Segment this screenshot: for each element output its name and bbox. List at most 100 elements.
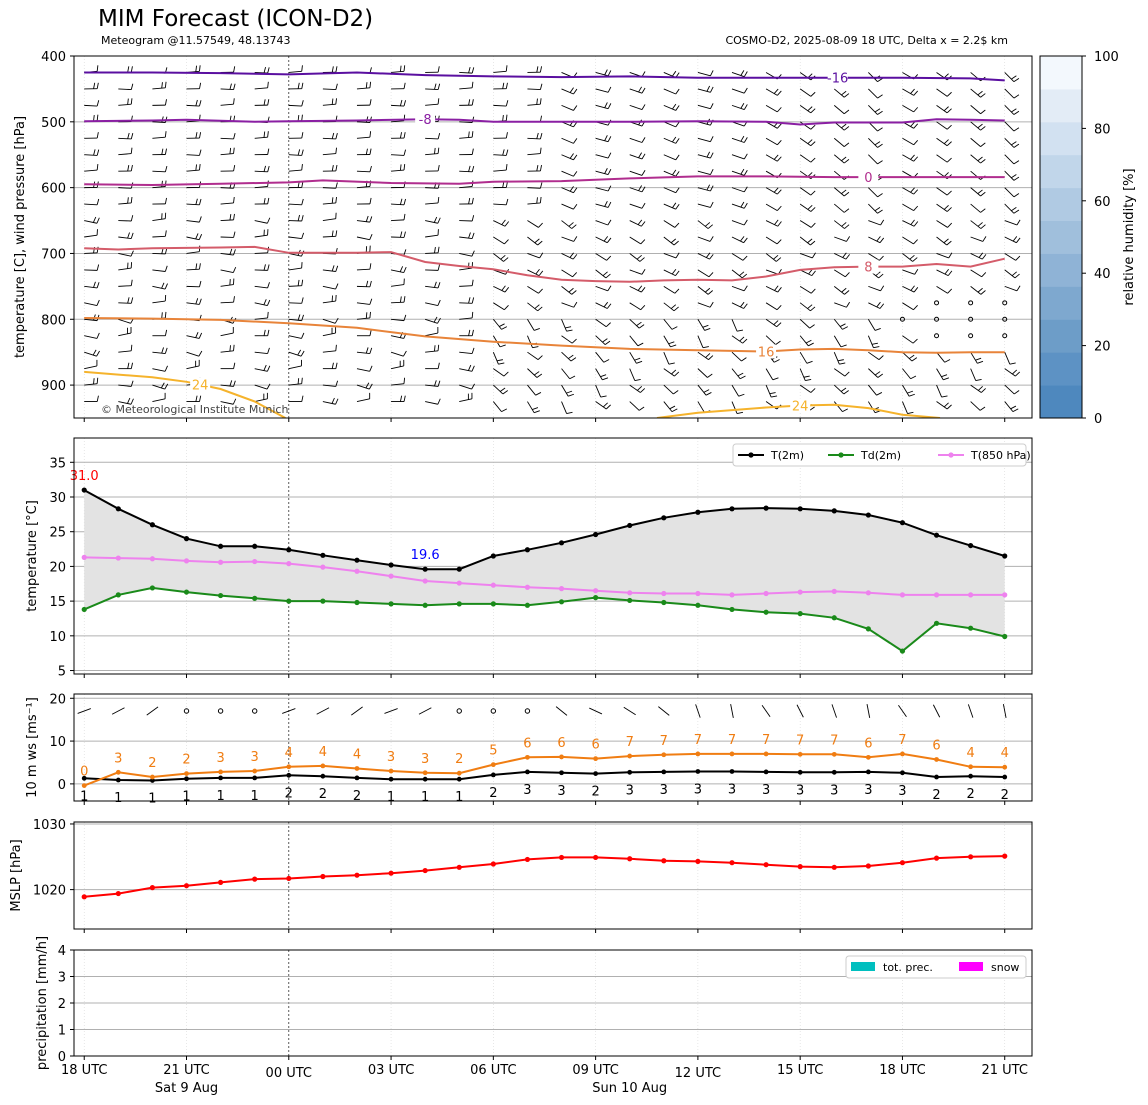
wind-barb-shaft — [799, 220, 812, 228]
surface-wind-calm — [456, 708, 462, 714]
wind-barb-feather — [93, 281, 96, 288]
wind-barb-feather — [539, 252, 544, 259]
wind-barb-feather — [229, 214, 232, 221]
wind-barb-feather — [670, 238, 677, 244]
wind-barb-feather — [1011, 207, 1017, 212]
wind-barb-feather — [403, 132, 406, 139]
series-point-t-2m- — [183, 536, 190, 542]
mslp-point — [422, 867, 428, 874]
wind-barb-shaft — [322, 384, 336, 387]
series-point-td-2m- — [933, 620, 940, 626]
wind-barb-shaft — [220, 401, 234, 405]
wind-barb-feather — [335, 147, 337, 154]
wind-barb-feather — [399, 132, 402, 139]
wind-barb-feather — [468, 165, 471, 172]
wind-barb-feather — [198, 216, 202, 223]
surface-wind-calm — [524, 708, 531, 714]
upper-air-frame — [73, 55, 1033, 419]
wind-barb-feather — [1013, 143, 1020, 148]
wind-barb-feather — [743, 87, 748, 94]
wind-barb-feather — [195, 263, 198, 270]
wind-barb-feather — [369, 131, 372, 138]
wind-barb-feather — [675, 171, 680, 177]
surface-wind-barb — [146, 706, 159, 716]
wind-barb-shaft — [629, 351, 637, 364]
wind-barb-feather — [471, 99, 474, 106]
wind-barb-feather — [810, 141, 816, 147]
wind-barb-shaft — [425, 252, 439, 254]
wind-barb-feather — [195, 164, 197, 171]
wind-barb-feather — [669, 405, 676, 410]
wind-barb-shaft — [868, 137, 878, 148]
wind-barb-feather — [946, 207, 952, 212]
wind-barb-shaft — [833, 335, 842, 348]
wind-barb-shaft — [459, 136, 473, 139]
wind-barb-feather — [571, 224, 577, 229]
wind-barb-feather — [910, 375, 917, 380]
wind-barb-calm — [968, 316, 974, 322]
wind-gust-point — [763, 751, 769, 757]
wind-barb-shaft — [697, 121, 711, 126]
wind-barb-feather — [605, 404, 611, 410]
wind-barb-feather — [335, 83, 338, 90]
series-point-t-850-hpa- — [558, 586, 565, 592]
wind-barb-feather — [130, 232, 134, 239]
wind-barb-shaft — [936, 220, 948, 228]
wind-barb-shaft — [731, 121, 745, 127]
wind-barb-feather — [709, 236, 714, 242]
wind-barb-feather — [437, 299, 441, 306]
wind-barb-feather — [607, 103, 612, 109]
wind-barb-feather — [335, 182, 338, 189]
wind-barb-feather — [907, 390, 914, 394]
wind-barb-feather — [876, 301, 881, 308]
wind-barb-feather — [671, 268, 677, 275]
series-point-t-2m- — [388, 562, 394, 568]
wind-barb-feather — [539, 66, 542, 73]
wind-barb-shaft — [118, 253, 132, 257]
series-point-t-850-hpa- — [115, 555, 121, 561]
isotherm-label-bg — [415, 112, 436, 127]
wind-barb-feather — [369, 347, 373, 354]
wind-barb-feather — [130, 380, 134, 387]
wind-barb-shaft — [697, 137, 711, 143]
wind-barb-feather — [602, 338, 608, 343]
series-point-t-850-hpa- — [627, 590, 633, 596]
wind-barb-shaft — [902, 220, 915, 227]
mslp-point — [695, 858, 701, 864]
wind-barb-shaft — [663, 88, 676, 95]
wind-barb-feather — [233, 196, 235, 204]
wind-barb-feather — [878, 355, 884, 360]
wind-barb-shaft — [902, 137, 914, 146]
wind-barb-feather — [670, 304, 677, 309]
mslp-point — [558, 854, 565, 861]
wind-barb-shaft — [834, 269, 846, 278]
wind-barb-shaft — [765, 203, 778, 211]
wind-barb-shaft — [254, 368, 268, 372]
series-point-t-2m- — [763, 505, 769, 511]
wind-barb-shaft — [1004, 88, 1015, 99]
wind-barb-feather — [468, 197, 471, 205]
wind-barb-shaft — [527, 236, 538, 246]
wind-barb-feather — [365, 215, 369, 222]
wind-barb-feather — [879, 237, 885, 243]
wind-barb-feather — [672, 136, 677, 143]
wind-barb-feather — [874, 141, 881, 146]
wind-barb-feather — [334, 317, 339, 324]
wind-barb-shaft — [629, 154, 643, 160]
wind-barb-feather — [742, 255, 748, 261]
wind-barb-feather — [565, 326, 572, 329]
isotherm-lines — [84, 71, 1005, 418]
wind-barb-feather — [842, 326, 848, 330]
temperature-tick-label: 20 — [49, 560, 66, 575]
wind-barb-feather — [874, 371, 881, 376]
wind-barb-shaft — [799, 88, 812, 97]
wind-barb-feather — [1012, 408, 1019, 413]
wind-barb-feather — [536, 373, 543, 378]
mslp-point — [661, 858, 667, 864]
wind-barb-feather — [93, 149, 96, 156]
wind-barb-feather — [640, 305, 646, 311]
wind-barb-feather — [811, 270, 816, 276]
wind-barb-feather — [164, 148, 167, 155]
wind-barb-shaft — [356, 302, 370, 305]
legend-label: Td(2m) — [860, 449, 901, 462]
